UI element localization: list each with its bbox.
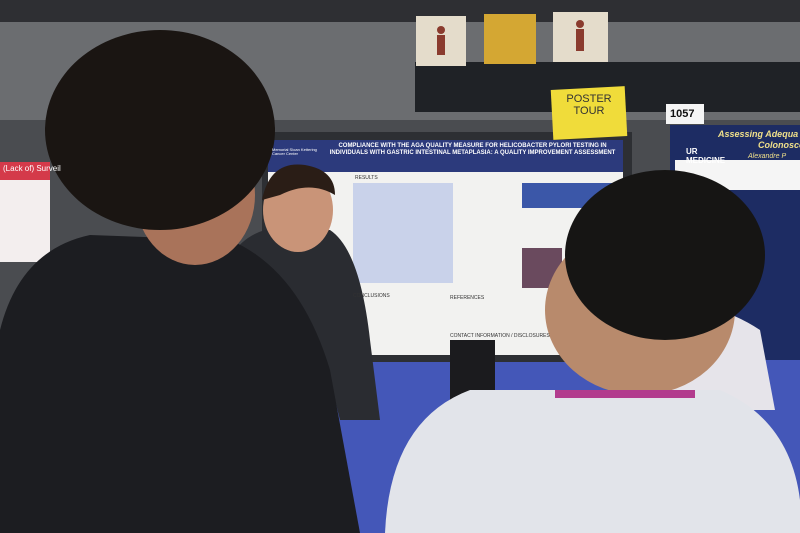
poster-header	[268, 140, 623, 172]
icon	[437, 26, 445, 34]
ceiling	[0, 0, 800, 22]
right-man-hair	[565, 170, 765, 340]
right-man-shirt	[385, 390, 800, 533]
left-man-jacket	[0, 235, 360, 533]
right-poster-title: Colonoscop	[758, 140, 800, 150]
left-poster-title: (Lack of) Surveil	[3, 164, 61, 173]
poster-section: CONCLUSIONS	[353, 293, 390, 299]
right-poster-logo: UR MEDICINE	[686, 147, 726, 165]
booth-number-sign	[666, 104, 704, 124]
right-poster-title: Assessing Adequa	[718, 129, 799, 139]
poster-institution: Memorial Sloan Kettering Cancer Center	[272, 147, 317, 157]
poster-title: COMPLIANCE WITH THE AGA QUALITY MEASURE …	[329, 143, 616, 156]
icon	[576, 29, 584, 51]
poster-tour-sign	[550, 86, 628, 140]
poster-section: CONTACT INFORMATION / DISCLOSURES	[450, 333, 550, 339]
poster-section: RESULTS	[355, 175, 378, 181]
right-poster-author: Alexandre P	[748, 153, 787, 160]
poster-section: REFERENCES	[450, 295, 485, 301]
poster-tour-text: POSTER TOUR	[566, 93, 612, 118]
icon	[437, 35, 445, 55]
poster-table	[353, 183, 453, 283]
left-poster-header	[0, 162, 50, 180]
lanyard	[555, 390, 695, 398]
left-man-hair	[45, 30, 275, 230]
presenter-hair	[262, 164, 335, 200]
restroom-sign	[484, 14, 536, 64]
icon	[576, 20, 584, 28]
booth-number: 1057	[670, 108, 695, 120]
